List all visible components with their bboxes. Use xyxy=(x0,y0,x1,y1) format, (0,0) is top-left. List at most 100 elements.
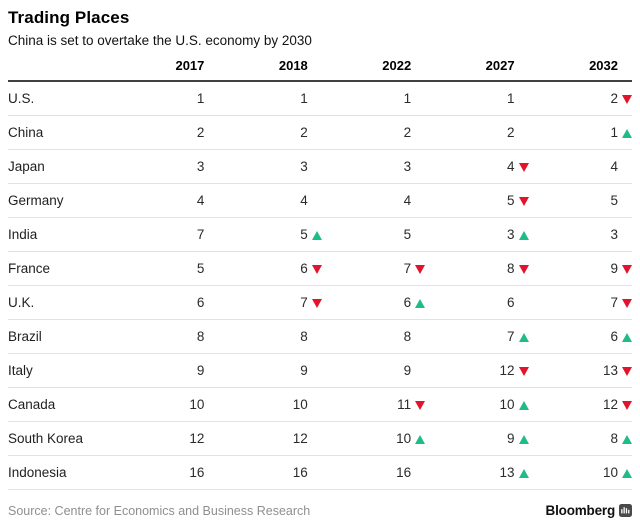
trend-placeholder xyxy=(308,94,322,104)
trend-down-icon xyxy=(515,162,529,172)
rank-value: 5 xyxy=(610,193,618,208)
rank-value: 4 xyxy=(507,159,515,174)
rank-cell: 7 xyxy=(321,251,426,286)
rank-cell: 3 xyxy=(528,217,632,252)
year-column-header: 2027 xyxy=(425,58,529,82)
rank-value: 7 xyxy=(507,329,515,344)
country-label: Indonesia xyxy=(8,455,115,490)
trend-up-icon xyxy=(618,332,632,342)
rank-cell: 1 xyxy=(528,115,632,150)
trend-placeholder xyxy=(411,468,425,478)
table-row: Italy 9 9 9 12 13 xyxy=(8,353,632,388)
rank-value: 10 xyxy=(602,465,618,480)
trend-up-icon xyxy=(515,434,529,444)
rank-cell: 16 xyxy=(321,455,426,490)
rank-cell: 4 xyxy=(528,149,632,184)
rank-value: 8 xyxy=(196,329,205,344)
rank-cell: 4 xyxy=(115,183,219,218)
rank-value: 13 xyxy=(499,465,515,480)
rank-cell: 2 xyxy=(528,81,632,116)
trend-placeholder xyxy=(204,366,218,376)
rank-value: 8 xyxy=(300,329,308,344)
trend-placeholder xyxy=(411,162,425,172)
rank-cell: 2 xyxy=(425,115,529,150)
table-row: France 5 6 7 8 9 xyxy=(8,251,632,286)
rank-value: 16 xyxy=(189,465,205,480)
bloomberg-terminal-icon xyxy=(619,504,632,517)
rank-cell: 10 xyxy=(115,387,219,422)
rank-value: 4 xyxy=(300,193,308,208)
rank-value: 9 xyxy=(300,363,308,378)
source-credit: Source: Centre for Economics and Busines… xyxy=(8,503,311,518)
trend-placeholder xyxy=(308,366,322,376)
country-label: China xyxy=(8,115,115,150)
rank-cell: 1 xyxy=(425,81,529,116)
trend-placeholder xyxy=(308,162,322,172)
country-label: Germany xyxy=(8,183,115,218)
rank-value: 9 xyxy=(403,363,412,378)
country-label: India xyxy=(8,217,115,252)
trend-placeholder xyxy=(411,196,425,206)
rank-value: 7 xyxy=(300,295,308,310)
trend-placeholder xyxy=(411,94,425,104)
rank-cell: 12 xyxy=(218,421,322,456)
year-column-header: 2018 xyxy=(218,58,322,82)
country-label: U.S. xyxy=(8,81,115,116)
trend-down-icon xyxy=(515,264,529,274)
table-row: Brazil 8 8 8 7 6 xyxy=(8,319,632,354)
trend-placeholder xyxy=(204,94,218,104)
rank-cell: 5 xyxy=(321,217,426,252)
rank-cell: 6 xyxy=(218,251,322,286)
rank-value: 6 xyxy=(610,329,618,344)
trend-up-icon xyxy=(411,298,426,308)
rank-value: 3 xyxy=(196,159,205,174)
trend-up-icon xyxy=(618,128,632,138)
trend-placeholder xyxy=(618,196,632,206)
year-column-header: 2032 xyxy=(528,58,632,82)
rank-cell: 5 xyxy=(115,251,219,286)
trend-placeholder xyxy=(204,298,218,308)
rank-cell: 12 xyxy=(425,353,529,388)
rank-cell: 9 xyxy=(425,421,529,456)
table-row: Germany 4 4 4 5 5 xyxy=(8,183,632,218)
rank-cell: 6 xyxy=(425,285,529,320)
trend-placeholder xyxy=(515,94,529,104)
rank-value: 2 xyxy=(300,125,308,140)
rank-cell: 6 xyxy=(115,285,219,320)
rank-value: 1 xyxy=(403,91,412,106)
rank-cell: 4 xyxy=(425,149,529,184)
table-row: India 7 5 5 3 3 xyxy=(8,217,632,252)
trend-placeholder xyxy=(308,196,322,206)
rank-cell: 7 xyxy=(425,319,529,354)
trend-up-icon xyxy=(411,434,426,444)
trend-placeholder xyxy=(308,468,322,478)
rank-value: 8 xyxy=(507,261,515,276)
rank-value: 10 xyxy=(292,397,308,412)
trend-placeholder xyxy=(204,434,218,444)
trend-up-icon xyxy=(618,434,632,444)
rank-cell: 1 xyxy=(115,81,219,116)
rank-value: 5 xyxy=(403,227,412,242)
rank-cell: 7 xyxy=(218,285,322,320)
rank-cell: 2 xyxy=(321,115,426,150)
rank-value: 4 xyxy=(610,159,618,174)
rank-value: 1 xyxy=(610,125,618,140)
rank-cell: 5 xyxy=(528,183,632,218)
table-row: Indonesia 16 16 16 13 10 xyxy=(8,455,632,490)
rank-cell: 9 xyxy=(115,353,219,388)
rank-value: 7 xyxy=(403,261,412,276)
rank-value: 7 xyxy=(196,227,205,242)
rank-cell: 8 xyxy=(218,319,322,354)
rank-cell: 13 xyxy=(425,455,529,490)
brand-wordmark: Bloomberg xyxy=(545,503,616,518)
country-label: France xyxy=(8,251,115,286)
rank-cell: 1 xyxy=(321,81,426,116)
rank-cell: 11 xyxy=(321,387,426,422)
rank-value: 6 xyxy=(300,261,308,276)
rank-value: 8 xyxy=(403,329,412,344)
trend-placeholder xyxy=(411,128,425,138)
rank-cell: 9 xyxy=(321,353,426,388)
country-label: Canada xyxy=(8,387,115,422)
rank-cell: 9 xyxy=(528,251,632,286)
